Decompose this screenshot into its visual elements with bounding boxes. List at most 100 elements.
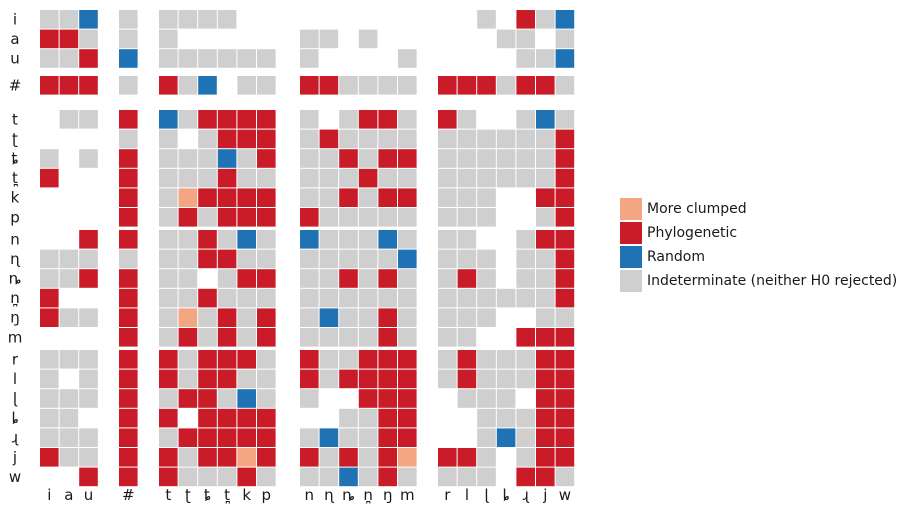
- matrix-cell: [358, 188, 378, 207]
- matrix-cell: [79, 269, 98, 288]
- matrix-cell: [217, 208, 237, 227]
- matrix-cell: [119, 288, 138, 308]
- matrix-cell: [119, 369, 138, 389]
- matrix-cell: [40, 389, 59, 408]
- matrix-cell: [339, 467, 358, 487]
- column-label: k: [242, 486, 251, 504]
- matrix-cell: [178, 448, 198, 467]
- matrix-cell: [398, 288, 417, 308]
- matrix-cell: [237, 129, 256, 149]
- matrix-cell: [398, 110, 417, 129]
- column-label: i: [47, 486, 51, 504]
- matrix-cell: [217, 467, 237, 487]
- matrix-cell: [319, 208, 339, 227]
- column-label: ʈ: [185, 486, 191, 504]
- matrix-cell: [457, 369, 477, 389]
- matrix-cell: [319, 168, 339, 188]
- matrix-cell: [555, 288, 575, 308]
- matrix-cell: [555, 467, 575, 487]
- matrix-cell: [398, 350, 417, 369]
- matrix-cell: [358, 269, 378, 288]
- matrix-cell: [198, 389, 217, 408]
- column-label: n: [305, 486, 315, 504]
- matrix-cell: [438, 288, 457, 308]
- matrix-cell: [477, 76, 496, 95]
- matrix-cell: [237, 168, 256, 188]
- matrix-cell: [159, 448, 178, 467]
- matrix-cell: [257, 168, 276, 188]
- matrix-cell: [217, 49, 237, 68]
- matrix-cell: [536, 110, 555, 129]
- matrix-cell: [496, 389, 516, 408]
- matrix-cell: [300, 249, 319, 269]
- matrix-cell: [319, 369, 339, 389]
- matrix-cell: [178, 428, 198, 447]
- matrix-cell: [516, 230, 535, 249]
- matrix-cell: [159, 389, 178, 408]
- matrix-cell: [178, 389, 198, 408]
- matrix-cell: [477, 149, 496, 168]
- matrix-cell: [496, 149, 516, 168]
- matrix-cell: [59, 428, 79, 447]
- matrix-cell: [159, 408, 178, 428]
- matrix-cell: [398, 269, 417, 288]
- matrix-cell: [339, 408, 358, 428]
- matrix-cell: [555, 129, 575, 149]
- matrix-cell: [300, 389, 319, 408]
- matrix-cell: [198, 249, 217, 269]
- legend-item-indeterminate: Indeterminate (neither H0 rejected): [620, 269, 897, 293]
- matrix-cell: [378, 448, 397, 467]
- matrix-cell: [159, 149, 178, 168]
- matrix-cell: [477, 408, 496, 428]
- matrix-cell: [237, 149, 256, 168]
- matrix-cell: [398, 308, 417, 327]
- matrix-cell: [496, 428, 516, 447]
- matrix-cell: [339, 110, 358, 129]
- column-label: ȵ: [342, 486, 355, 504]
- matrix-cell: [300, 168, 319, 188]
- matrix-cell: [555, 110, 575, 129]
- matrix-cell: [198, 288, 217, 308]
- matrix-cell: [438, 308, 457, 327]
- matrix-cell: [555, 389, 575, 408]
- matrix-cell: [378, 350, 397, 369]
- row-label: l: [13, 370, 17, 388]
- matrix-cell: [59, 110, 79, 129]
- matrix-cell: [198, 350, 217, 369]
- matrix-cell: [178, 269, 198, 288]
- matrix-cell: [178, 76, 198, 95]
- matrix-cell: [516, 350, 535, 369]
- matrix-cell: [178, 10, 198, 29]
- matrix-cell: [198, 467, 217, 487]
- matrix-cell: [300, 49, 319, 68]
- matrix-cell: [536, 408, 555, 428]
- matrix-cell: [516, 110, 535, 129]
- matrix-cell: [198, 76, 217, 95]
- column-label: n̪: [363, 486, 373, 504]
- matrix-cell: [79, 29, 98, 49]
- matrix-cell: [536, 328, 555, 347]
- matrix-cell: [257, 448, 276, 467]
- matrix-cell: [159, 129, 178, 149]
- matrix-cell: [119, 76, 138, 95]
- matrix-cell: [257, 249, 276, 269]
- matrix-cell: [378, 110, 397, 129]
- matrix-cell: [516, 76, 535, 95]
- matrix-cell: [555, 29, 575, 49]
- matrix-cell: [398, 208, 417, 227]
- matrix-cell: [319, 448, 339, 467]
- matrix-cell: [438, 149, 457, 168]
- matrix-cell: [257, 208, 276, 227]
- matrix-cell: [40, 76, 59, 95]
- matrix-cell: [159, 49, 178, 68]
- matrix-cell: [319, 428, 339, 447]
- row-label: r: [12, 350, 19, 368]
- matrix-cell: [59, 308, 79, 327]
- matrix-cell: [198, 129, 217, 149]
- matrix-cell: [358, 168, 378, 188]
- legend: More clumped Phylogenetic Random Indeter…: [620, 197, 897, 293]
- matrix-cell: [79, 230, 98, 249]
- row-label: m: [8, 328, 23, 346]
- matrix-cell: [536, 288, 555, 308]
- row-label: k: [11, 189, 20, 207]
